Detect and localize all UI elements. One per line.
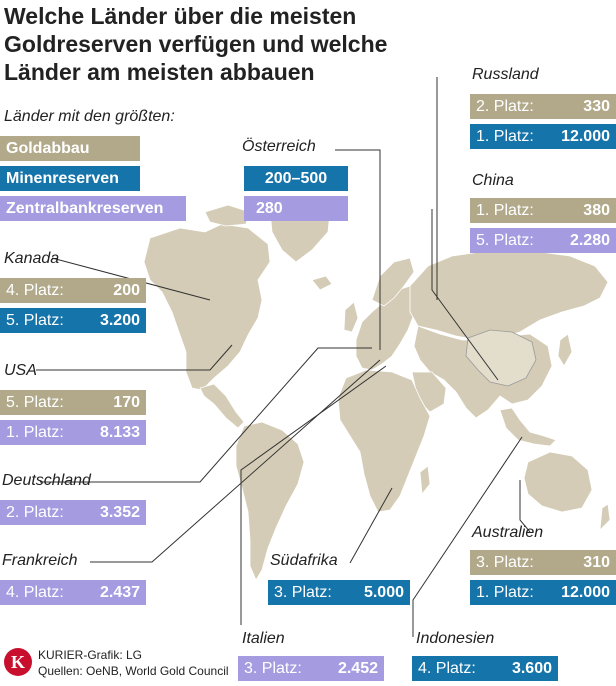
kanada-minenreserven-rank: 5. Platz: (6, 312, 64, 329)
usa-goldabbau-bar: 5. Platz: 170 (0, 390, 146, 415)
leader-frankreich (90, 359, 381, 563)
russland-minenreserven-rank: 1. Platz: (476, 128, 534, 145)
russland-goldabbau-rank: 2. Platz: (476, 98, 534, 115)
country-label-australien: Australien (472, 524, 544, 541)
frankreich-zentralbankreserven-value: 2.437 (99, 584, 140, 601)
australien-minenreserven-value: 12.000 (561, 584, 610, 601)
usa-zentralbankreserven-value: 8.133 (99, 424, 140, 441)
country-label-deutschland: Deutschland (2, 472, 91, 489)
oesterreich-zentralbankreserven-value: 280 (256, 200, 283, 217)
italien-zentralbankreserven-rank: 3. Platz: (244, 660, 302, 677)
suedafrika-minenreserven-rank: 3. Platz: (274, 584, 332, 601)
europe-shape (355, 285, 421, 371)
indonesien-minenreserven-rank: 4. Platz: (418, 660, 476, 677)
australien-minenreserven-bar: 1. Platz: 12.000 (470, 580, 616, 605)
kanada-goldabbau-rank: 4. Platz: (6, 282, 64, 299)
china-zentralbankreserven-value: 2.280 (569, 232, 610, 249)
china-goldabbau-rank: 1. Platz: (476, 202, 534, 219)
country-label-suedafrika: Südafrika (270, 552, 338, 569)
suedafrika-minenreserven-bar: 3. Platz: 5.000 (268, 580, 410, 605)
leader-suedafrika (349, 487, 393, 564)
australia-shape (523, 451, 593, 513)
kanada-minenreserven-value: 3.200 (99, 312, 140, 329)
italien-zentralbankreserven-bar: 3. Platz: 2.452 (238, 656, 384, 681)
arctic-islands-shape (204, 204, 251, 227)
australien-minenreserven-rank: 1. Platz: (476, 584, 534, 601)
country-label-frankreich: Frankreich (2, 552, 78, 569)
madagascar-shape (419, 465, 431, 496)
australien-goldabbau-value: 310 (583, 554, 610, 571)
deutschland-zentralbankreserven-bar: 2. Platz: 3.352 (0, 500, 146, 525)
usa-zentralbankreserven-rank: 1. Platz: (6, 424, 64, 441)
new-zealand-shape (599, 503, 611, 532)
russland-goldabbau-value: 330 (583, 98, 610, 115)
kanada-goldabbau-bar: 4. Platz: 200 (0, 278, 146, 303)
country-label-italien: Italien (242, 630, 285, 647)
legend-zentralbankreserven: Zentralbankreserven (0, 196, 186, 221)
footer-credit: KURIER-Grafik: LG (38, 648, 143, 662)
italien-zentralbankreserven-value: 2.452 (337, 660, 378, 677)
deutschland-zentralbankreserven-value: 3.352 (99, 504, 140, 521)
footer-sources: Quellen: OeNB, World Gold Council (38, 664, 229, 678)
leader-deutschland (40, 347, 372, 483)
leader-usa (36, 344, 233, 371)
deutschland-zentralbankreserven-rank: 2. Platz: (6, 504, 64, 521)
kurier-logo: K (4, 648, 32, 676)
page-title: Welche Länder über die meisten Goldreser… (4, 3, 388, 85)
australien-goldabbau-rank: 3. Platz: (476, 554, 534, 571)
country-label-indonesien: Indonesien (416, 630, 495, 647)
australien-goldabbau-bar: 3. Platz: 310 (470, 550, 616, 575)
country-label-kanada: Kanada (4, 250, 60, 267)
frankreich-zentralbankreserven-bar: 4. Platz: 2.437 (0, 580, 146, 605)
legend-minenreserven: Minenreserven (0, 166, 140, 191)
china-zentralbankreserven-bar: 5. Platz: 2.280 (470, 228, 616, 253)
usa-goldabbau-value: 170 (113, 394, 140, 411)
north-america-shape (143, 223, 271, 391)
legend-heading: Länder mit den größten: (4, 108, 175, 125)
leader-china (431, 209, 499, 381)
usa-zentralbankreserven-bar: 1. Platz: 8.133 (0, 420, 146, 445)
oesterreich-minenreserven-bar: 200–500 (244, 166, 348, 191)
china-goldabbau-value: 380 (583, 202, 610, 219)
china-highlight (465, 329, 537, 387)
china-goldabbau-bar: 1. Platz: 380 (470, 198, 616, 223)
country-label-usa: USA (4, 362, 37, 379)
leader-australien (519, 480, 531, 533)
kanada-minenreserven-bar: 5. Platz: 3.200 (0, 308, 146, 333)
russland-minenreserven-bar: 1. Platz: 12.000 (470, 124, 616, 149)
china-zentralbankreserven-rank: 5. Platz: (476, 232, 534, 249)
oesterreich-zentralbankreserven-bar: 280 (244, 196, 348, 221)
country-label-oesterreich: Österreich (242, 138, 316, 155)
indonesien-minenreserven-bar: 4. Platz: 3.600 (412, 656, 558, 681)
oesterreich-minenreserven-value: 200–500 (264, 170, 328, 187)
southeast-asia-shape (499, 407, 557, 447)
scandinavia-shape (371, 257, 415, 307)
country-label-china: China (472, 172, 514, 189)
leader-italien (240, 365, 387, 625)
russia-shape (409, 247, 609, 341)
frankreich-zentralbankreserven-rank: 4. Platz: (6, 584, 64, 601)
country-label-russland: Russland (472, 66, 539, 83)
legend-goldabbau: Goldabbau (0, 136, 140, 161)
russland-goldabbau-bar: 2. Platz: 330 (470, 94, 616, 119)
suedafrika-minenreserven-value: 5.000 (363, 584, 404, 601)
usa-goldabbau-rank: 5. Platz: (6, 394, 64, 411)
leader-oesterreich (335, 149, 381, 350)
kanada-goldabbau-value: 200 (113, 282, 140, 299)
africa-shape (337, 369, 431, 513)
uk-shape (343, 301, 359, 333)
central-america-shape (199, 383, 245, 429)
iceland-shape (311, 275, 333, 291)
leader-indonesien (412, 436, 523, 637)
japan-shape (557, 333, 573, 367)
russland-minenreserven-value: 12.000 (561, 128, 610, 145)
indonesien-minenreserven-value: 3.600 (511, 660, 552, 677)
